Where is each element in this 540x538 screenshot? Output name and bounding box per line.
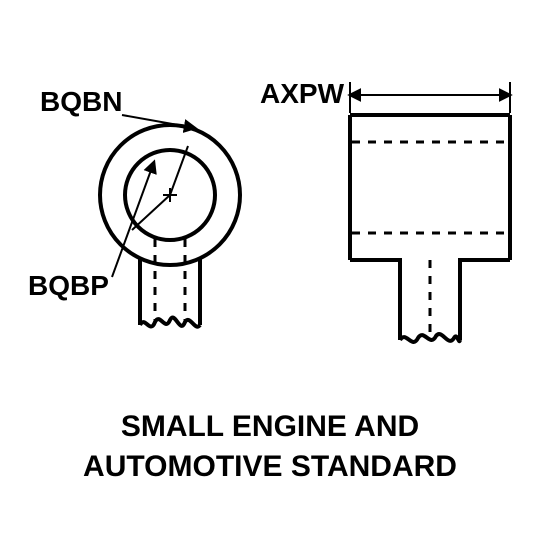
center-tick-up	[170, 146, 188, 195]
left-figure	[100, 115, 240, 327]
center-tick-down	[132, 195, 170, 230]
label-bqbn: BQBN	[40, 86, 122, 118]
caption-line2: AUTOMOTIVE STANDARD	[0, 450, 540, 484]
label-axpw: AXPW	[260, 78, 344, 110]
rf-shoulder-left	[350, 260, 400, 340]
right-figure	[350, 82, 510, 342]
caption-line1: SMALL ENGINE AND	[0, 410, 540, 444]
rf-neck-break	[400, 334, 460, 342]
label-bqbp: BQBP	[28, 270, 109, 302]
rf-shoulder-right	[460, 260, 510, 340]
diagram-canvas: BQBN BQBP AXPW SMALL ENGINE AND AUTOMOTI…	[0, 0, 540, 538]
stem-break-line	[140, 318, 200, 327]
